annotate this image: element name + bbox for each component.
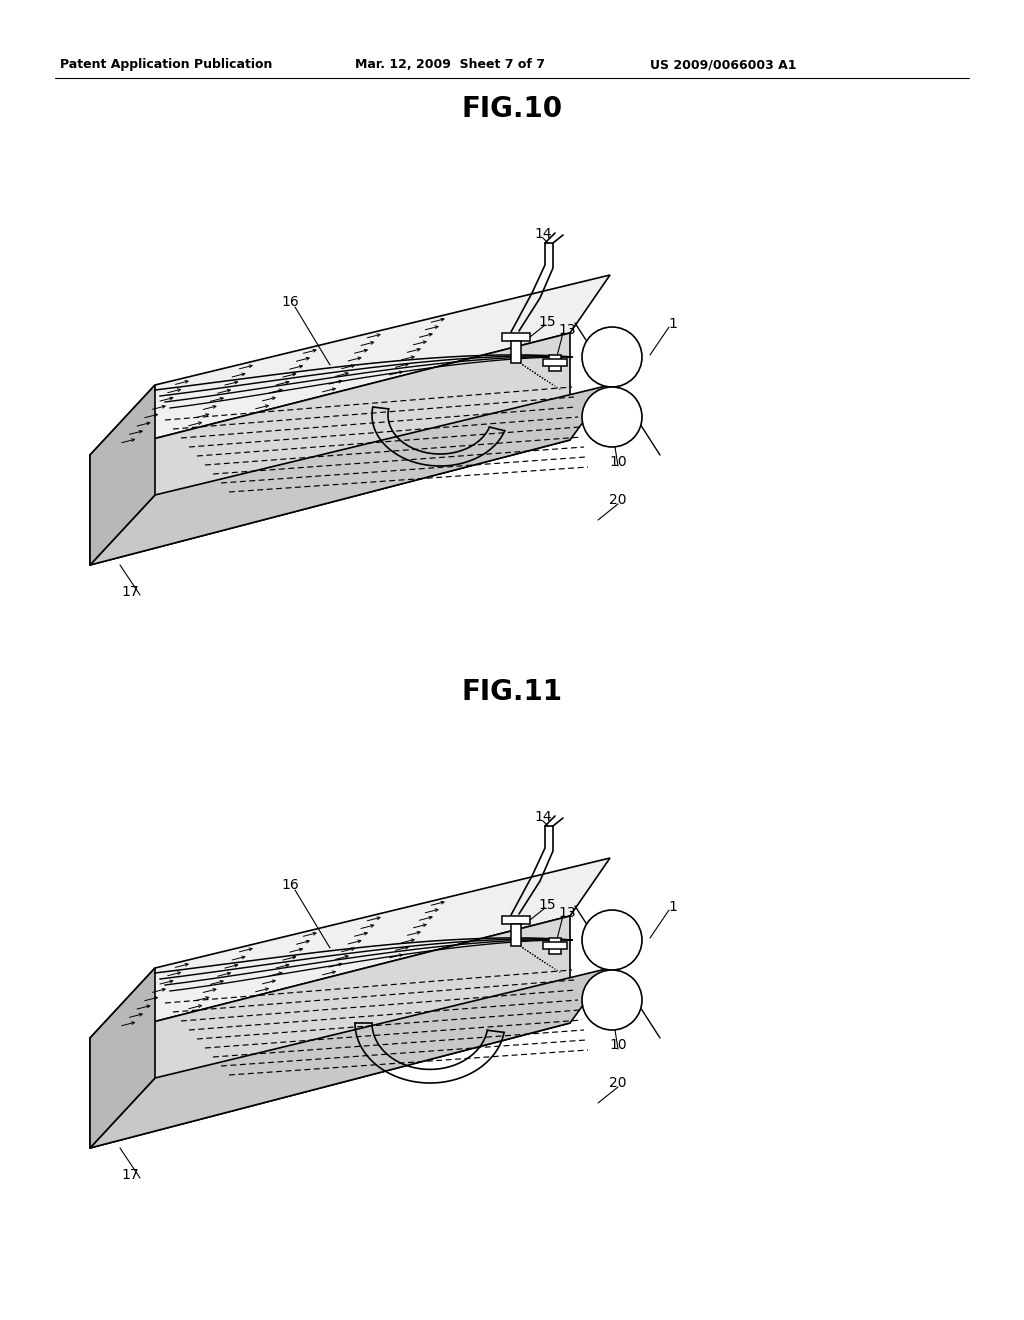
Circle shape	[582, 909, 642, 970]
Polygon shape	[90, 385, 610, 565]
Bar	[549, 355, 561, 371]
Text: 14: 14	[535, 227, 552, 242]
Polygon shape	[90, 333, 570, 565]
Text: 17: 17	[121, 585, 139, 599]
Bar	[543, 942, 567, 949]
Text: 15: 15	[538, 898, 556, 912]
Text: 17: 17	[121, 1168, 139, 1181]
Text: 20: 20	[609, 1076, 627, 1090]
Text: 1: 1	[668, 900, 677, 913]
Text: 16: 16	[282, 294, 299, 309]
Bar	[543, 359, 567, 366]
Bar	[502, 916, 530, 924]
Bar	[511, 924, 521, 946]
Text: US 2009/0066003 A1: US 2009/0066003 A1	[650, 58, 797, 71]
Text: 16: 16	[282, 878, 299, 892]
Text: Patent Application Publication: Patent Application Publication	[60, 58, 272, 71]
Polygon shape	[90, 968, 610, 1148]
Polygon shape	[90, 858, 610, 1038]
Text: FIG.10: FIG.10	[462, 95, 562, 123]
Text: FIG.11: FIG.11	[462, 678, 562, 706]
Text: 10: 10	[609, 455, 627, 469]
Circle shape	[582, 387, 642, 447]
Circle shape	[582, 970, 642, 1030]
Polygon shape	[90, 968, 155, 1148]
Text: 10: 10	[609, 1038, 627, 1052]
Polygon shape	[90, 275, 610, 455]
Bar	[549, 939, 561, 954]
Text: 20: 20	[609, 492, 627, 507]
Polygon shape	[90, 385, 155, 565]
Text: 13: 13	[558, 906, 575, 920]
Circle shape	[582, 327, 642, 387]
Bar	[502, 333, 530, 341]
Polygon shape	[90, 916, 570, 1148]
Text: 13: 13	[558, 323, 575, 337]
Text: 15: 15	[538, 315, 556, 329]
Text: 14: 14	[535, 810, 552, 824]
Text: 1: 1	[668, 317, 677, 331]
Text: Mar. 12, 2009  Sheet 7 of 7: Mar. 12, 2009 Sheet 7 of 7	[355, 58, 545, 71]
Bar	[511, 341, 521, 363]
